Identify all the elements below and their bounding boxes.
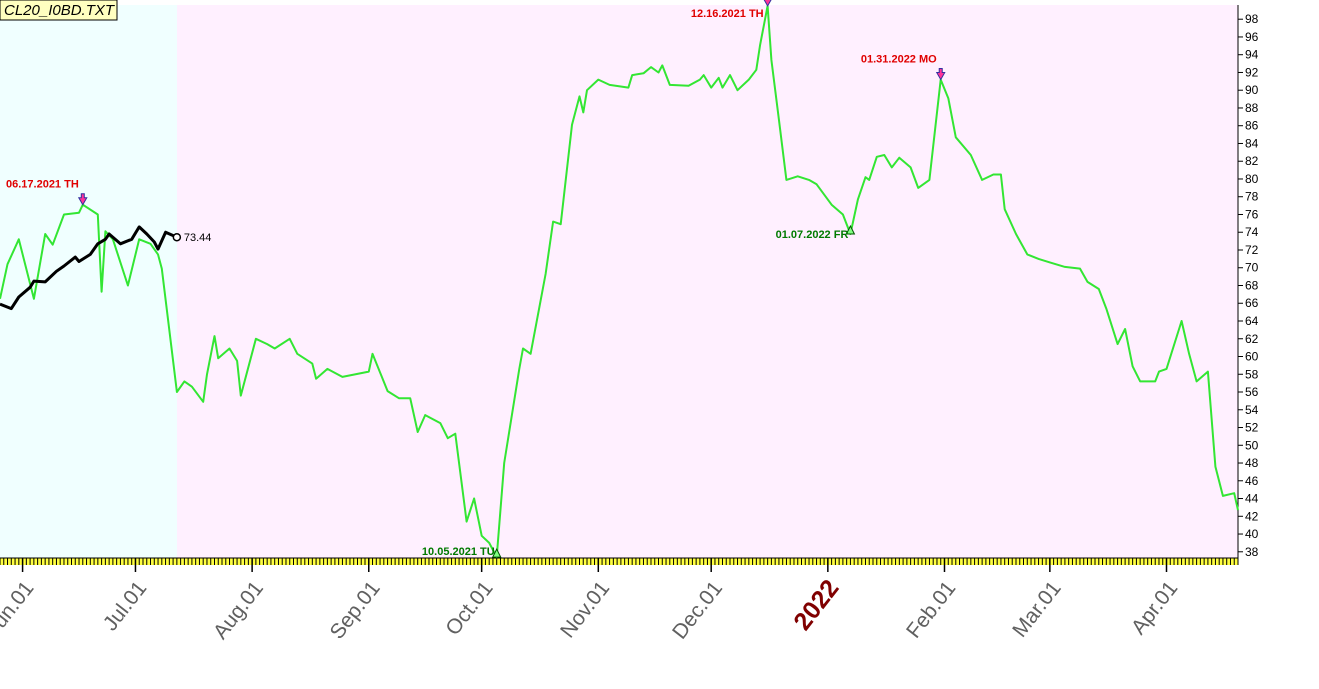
chart-title: CL20_I0BD.TXT: [4, 2, 116, 19]
forecast-zone: [177, 5, 1238, 558]
annotation-label: 12.16.2021 TH: [691, 8, 764, 20]
y-tick-label: 82: [1245, 154, 1259, 168]
y-tick-label: 76: [1245, 207, 1259, 221]
y-tick-label: 60: [1245, 350, 1259, 364]
line: [0, 225, 178, 311]
y-tick-label: 56: [1245, 385, 1259, 399]
y-tick-label: 38: [1245, 545, 1259, 559]
day-strip: [0, 558, 1238, 565]
y-tick-label: 86: [1245, 119, 1259, 133]
high-marker: [763, 0, 772, 7]
y-tick-label: 80: [1245, 172, 1259, 186]
y-tick-label: 70: [1245, 261, 1259, 275]
y-tick-label: 44: [1245, 492, 1259, 506]
title-box: [0, 0, 118, 21]
y-tick-label: 88: [1245, 101, 1259, 115]
y-tick-label: 52: [1245, 421, 1259, 435]
low-marker: [491, 547, 502, 558]
y-tick-label: 68: [1245, 278, 1259, 292]
y-tick-label: 92: [1245, 65, 1259, 79]
y-tick-label: 98: [1245, 12, 1259, 26]
y-tick-label: 62: [1245, 332, 1259, 346]
y-tick-label: 64: [1245, 314, 1259, 328]
y-tick-label: 42: [1245, 509, 1259, 523]
annotation-label: 01.31.2022 MO: [861, 54, 937, 66]
y-tick-label: 72: [1245, 243, 1259, 257]
last-value-label: 73.44: [184, 232, 212, 244]
y-tick-label: 46: [1245, 474, 1259, 488]
low-marker: [845, 224, 856, 235]
y-tick-label: 48: [1245, 456, 1259, 470]
y-tick-label: 78: [1245, 190, 1259, 204]
y-tick-label: 50: [1245, 438, 1259, 452]
y-tick-label: 74: [1245, 225, 1259, 239]
line: [0, 4, 1239, 559]
y-tick-label: 40: [1245, 527, 1259, 541]
y-tick-label: 94: [1245, 48, 1259, 62]
history-zone: [0, 5, 177, 558]
last-value-marker: [172, 232, 182, 242]
annotation-label: 01.07.2022 FR: [776, 229, 849, 241]
high-marker: [77, 193, 88, 206]
y-tick-label: 54: [1245, 403, 1259, 417]
annotation-label: 10.05.2021 TU: [422, 546, 495, 558]
high-marker: [935, 68, 946, 81]
y-tick-label: 58: [1245, 367, 1259, 381]
y-tick-label: 90: [1245, 83, 1259, 97]
y-tick-label: 66: [1245, 296, 1259, 310]
y-tick-label: 96: [1245, 30, 1259, 44]
y-tick-label: 84: [1245, 136, 1259, 150]
annotation-label: 06.17.2021 TH: [6, 179, 79, 191]
